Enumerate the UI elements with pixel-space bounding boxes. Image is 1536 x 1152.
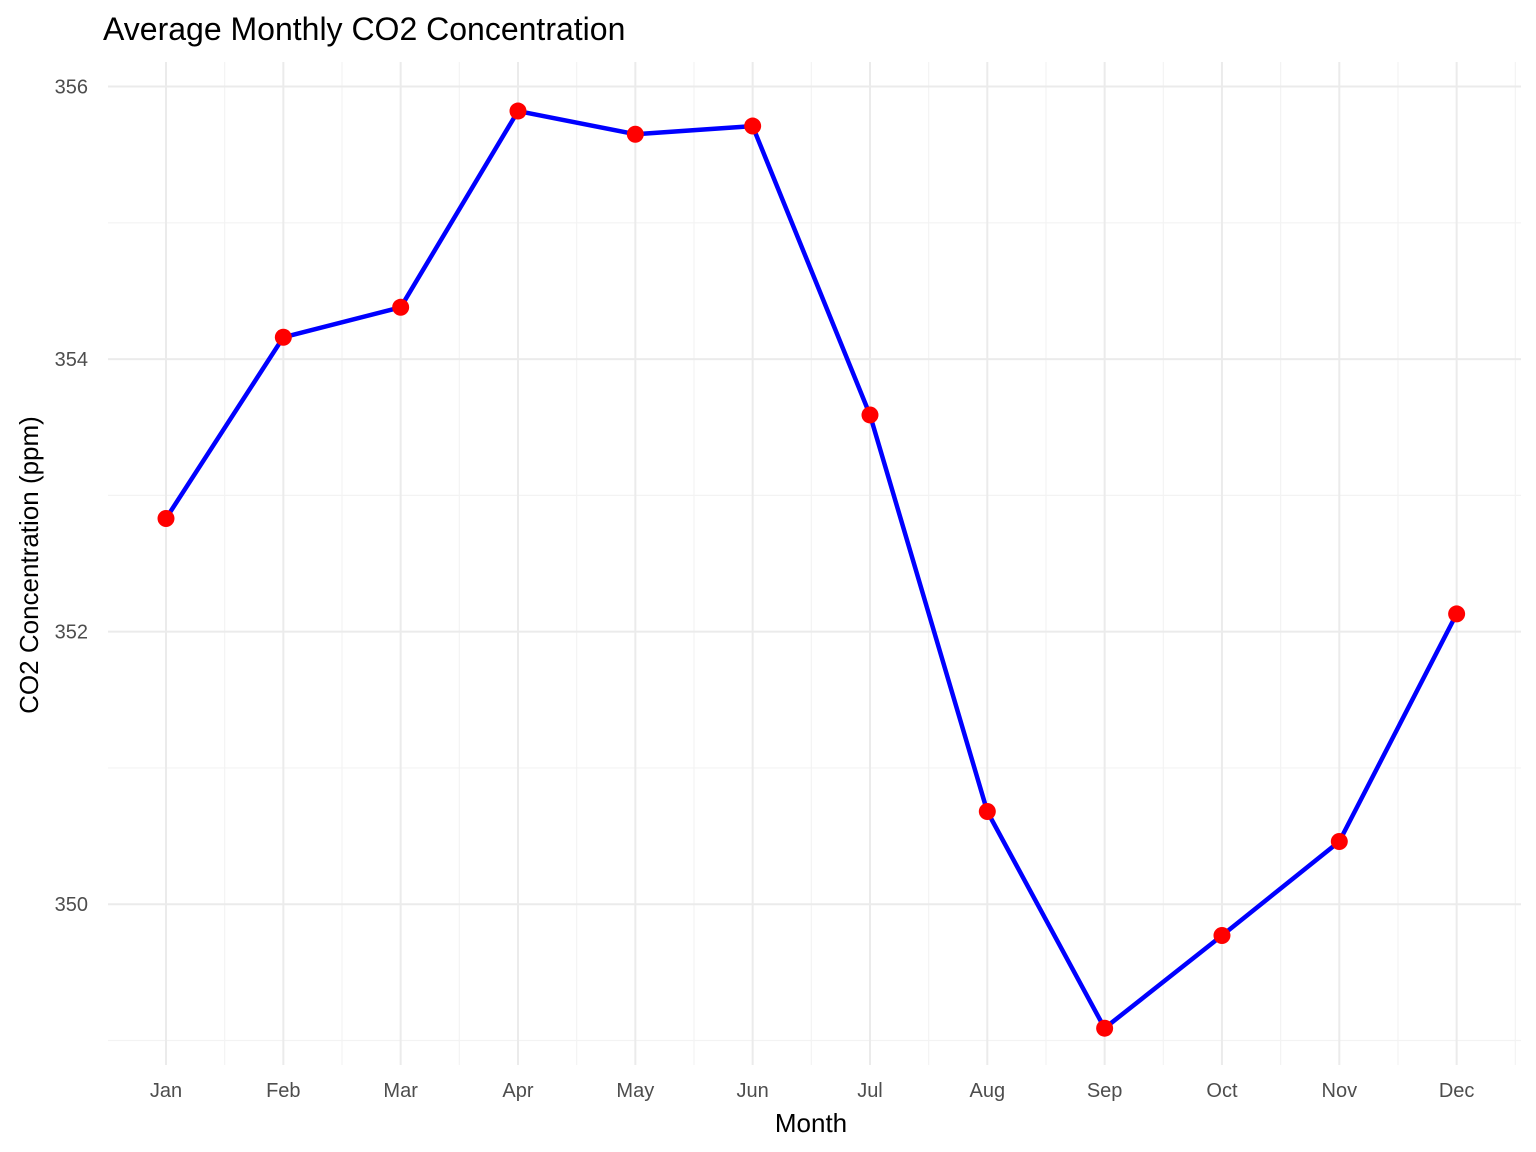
data-point	[861, 406, 879, 424]
x-tick-label: Mar	[383, 1080, 418, 1102]
x-tick-label: Sep	[1087, 1080, 1123, 1102]
x-axis-title: Month	[775, 1108, 847, 1138]
series	[164, 108, 1459, 1031]
x-tick-label: May	[616, 1080, 654, 1102]
chart-title: Average Monthly CO2 Concentration	[103, 11, 625, 47]
y-tick-label: 354	[55, 349, 88, 371]
x-tick-label: Jun	[737, 1080, 769, 1102]
data-point	[626, 125, 644, 143]
y-tick-label: 350	[55, 894, 88, 916]
data-point	[392, 298, 410, 316]
data-point	[157, 510, 175, 528]
data-point	[1448, 605, 1466, 623]
y-tick-label: 356	[55, 77, 88, 99]
x-tick-label: Feb	[266, 1080, 300, 1102]
data-point	[274, 328, 292, 346]
data-point	[1096, 1019, 1114, 1037]
series-line	[164, 108, 1459, 1031]
x-tick-label: Nov	[1322, 1080, 1358, 1102]
x-tick-labels: Jan Feb Mar Apr May Jun Jul Aug Sep Oct Nov Dec	[150, 1080, 1475, 1102]
x-tick-label: Apr	[502, 1080, 533, 1102]
x-tick-label: Jul	[857, 1080, 883, 1102]
data-points	[157, 102, 1466, 1037]
data-point	[1330, 833, 1348, 851]
x-tick-label: Aug	[970, 1080, 1006, 1102]
data-point	[509, 102, 527, 120]
x-tick-label: Dec	[1439, 1080, 1475, 1102]
y-tick-label: 352	[55, 622, 88, 644]
grid	[108, 62, 1521, 1065]
x-tick-label: Jan	[150, 1080, 182, 1102]
data-point	[744, 117, 762, 135]
x-tick-label: Oct	[1206, 1080, 1238, 1102]
y-axis-title: CO2 Concentration (ppm)	[14, 416, 44, 714]
data-point	[978, 803, 996, 821]
data-point	[1213, 927, 1231, 945]
y-tick-labels: 350 352 354 356	[55, 77, 88, 917]
